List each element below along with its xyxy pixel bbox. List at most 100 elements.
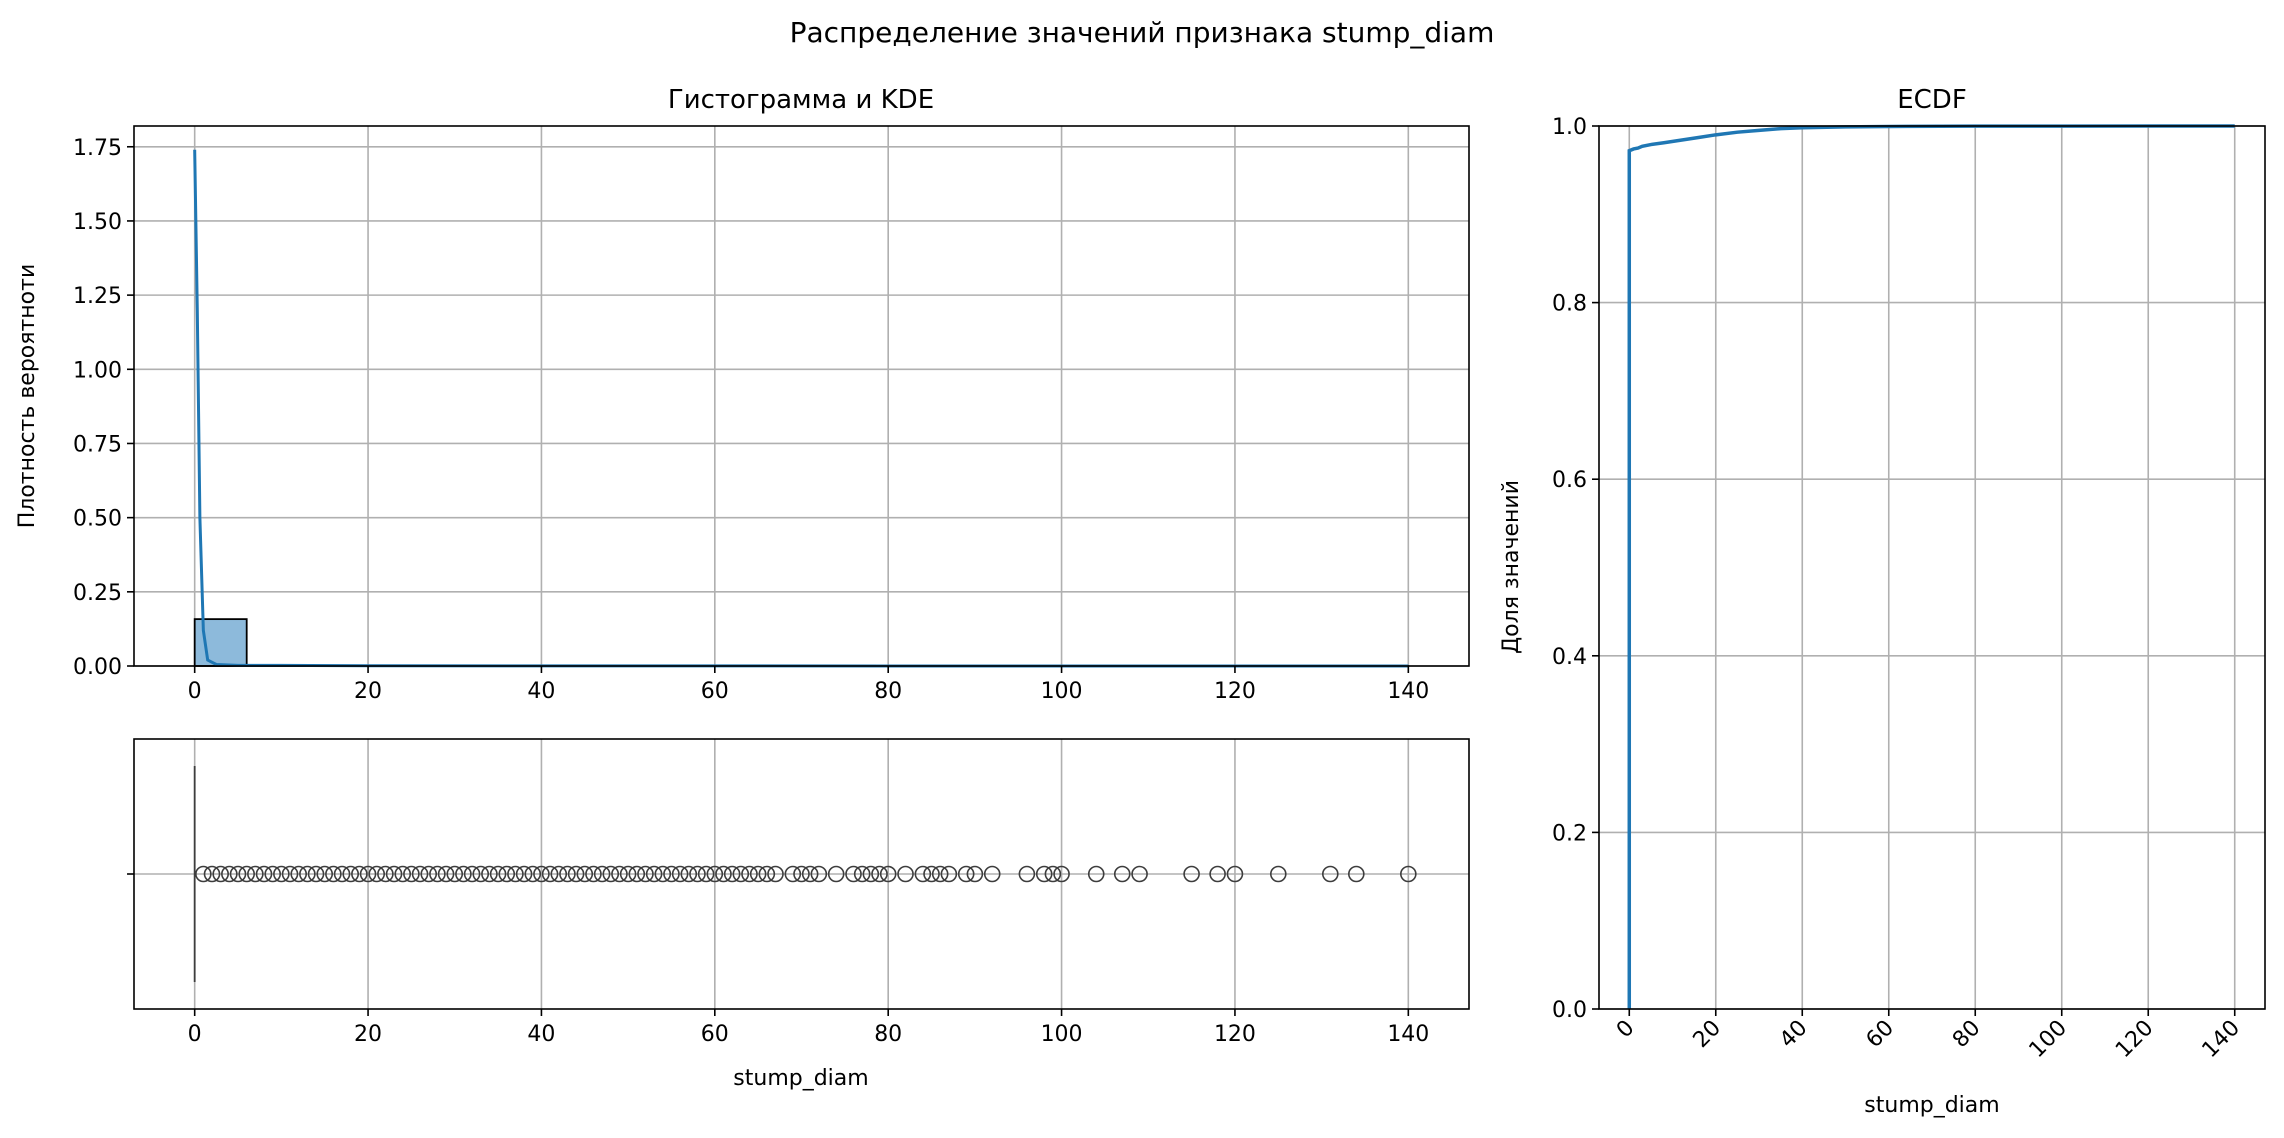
boxplot-outlier: [238, 865, 255, 883]
ecdf-y-ticks: 0.0 0.2 0.4 0.6 0.8 1.0: [1552, 115, 1599, 1023]
histogram-x-tick-label: 100: [1041, 679, 1083, 704]
boxplot-outlier: [827, 865, 845, 883]
boxplot-outlier: [1053, 865, 1070, 883]
boxplot-outlier: [1044, 865, 1062, 883]
histogram-y-tick-label: 0.50: [73, 507, 122, 532]
boxplot-outlier: [463, 865, 481, 883]
histogram-y-tick-label: 1.75: [73, 136, 122, 161]
boxplot-x-tick-label: 40: [527, 1022, 555, 1047]
boxplot-outlier: [1113, 865, 1131, 883]
histogram-y-tick-label: 0.25: [73, 581, 122, 606]
boxplot-outlier: [385, 865, 403, 883]
ecdf-y-tick-label: 1.0: [1552, 115, 1587, 140]
histogram-title: Гистограмма и KDE: [668, 85, 934, 115]
boxplot-outlier: [914, 865, 932, 883]
boxplot-outlier: [680, 865, 698, 883]
boxplot-outlier: [697, 865, 715, 883]
boxplot-outlier: [411, 865, 429, 883]
boxplot-outlier: [758, 865, 776, 883]
boxplot-outlier: [524, 865, 542, 883]
boxplot-outlier: [706, 865, 724, 883]
boxplot-outlier: [593, 865, 611, 883]
boxplot-outlier: [957, 865, 975, 883]
boxplot-outlier: [1131, 865, 1148, 883]
boxplot-outlier: [931, 865, 949, 883]
boxplot-outlier: [619, 865, 637, 883]
boxplot-outlier: [316, 865, 334, 883]
ecdf-x-tick-label: 120: [2111, 1016, 2158, 1063]
boxplot-x-tick-label: 100: [1041, 1022, 1083, 1047]
ecdf-x-tick-label: 40: [1775, 1016, 1812, 1053]
boxplot-x-tick-label: 0: [188, 1022, 202, 1047]
boxplot-outlier: [862, 865, 880, 883]
histogram-x-tick-label: 60: [701, 679, 729, 704]
boxplot-outlier: [559, 865, 576, 883]
boxplot-outlier: [1183, 865, 1200, 883]
ecdf-line: [1627, 124, 2235, 1009]
boxplot-outlier: [281, 865, 299, 883]
histogram-axes-frame: [133, 125, 1470, 667]
boxplot-outlier: [481, 865, 498, 883]
boxplot-outlier: [611, 865, 628, 883]
boxplot-outlier: [221, 865, 238, 883]
boxplot-panel: 0 20 40 60 80 100 120 140 stump_diam: [127, 738, 1470, 1091]
histogram-kde-panel: Гистограмма и KDE Плотность вероятноти 0…: [15, 85, 1470, 704]
boxplot-outlier: [845, 865, 862, 883]
boxplot-outlier: [229, 865, 247, 883]
boxplot-outlier: [1035, 865, 1053, 883]
boxplot-outlier: [723, 865, 741, 883]
histogram-y-tick-label: 1.25: [73, 284, 122, 309]
boxplot-outlier: [351, 865, 368, 883]
ecdf-y-tick-label: 0.2: [1552, 821, 1587, 846]
boxplot-outlier: [654, 865, 672, 883]
boxplot-outlier: [1018, 865, 1036, 883]
boxplot-outlier: [333, 865, 351, 883]
boxplot-x-ticks: 0 20 40 60 80 100 120 140: [188, 1009, 1429, 1047]
ecdf-axes-frame: [1598, 125, 2266, 1010]
boxplot-grid: [134, 739, 1469, 1009]
boxplot-outlier: [853, 865, 871, 883]
boxplot-outlier: [1321, 865, 1339, 883]
boxplot-outlier: [784, 865, 802, 883]
boxplot-outlier: [732, 865, 750, 883]
boxplot-xlabel: stump_diam: [733, 1066, 868, 1091]
boxplot-outlier: [342, 865, 360, 883]
histogram-y-tick-label: 0.00: [73, 655, 122, 680]
boxplot-outlier: [437, 865, 455, 883]
boxplot-outlier: [689, 865, 706, 883]
boxplot-outlier: [663, 865, 680, 883]
histogram-x-tick-label: 20: [354, 679, 382, 704]
boxplot-outlier: [264, 865, 282, 883]
ecdf-y-tick-label: 0.6: [1552, 468, 1587, 493]
boxplot-outlier: [966, 865, 984, 883]
boxplot-outlier: [255, 865, 273, 883]
ecdf-x-tick-label: 0: [1612, 1016, 1640, 1044]
boxplot-outlier: [359, 865, 377, 883]
boxplot-outlier: [602, 865, 620, 883]
boxplot-outlier: [195, 865, 212, 883]
boxplot-outlier: [879, 865, 897, 883]
boxplot-outlier: [749, 865, 767, 883]
histogram-x-tick-label: 0: [188, 679, 202, 704]
boxplot-outlier: [429, 865, 446, 883]
boxplot-outlier: [923, 865, 940, 883]
boxplot-outlier: [671, 865, 689, 883]
boxplot-outlier: [1348, 865, 1365, 883]
ecdf-title: ECDF: [1897, 85, 1967, 115]
boxplot-outlier: [1209, 865, 1226, 883]
boxplot-outlier: [871, 865, 888, 883]
boxplot-outlier: [247, 865, 264, 883]
boxplot-outlier: [533, 865, 550, 883]
boxplot-outliers: [195, 865, 1417, 883]
ecdf-x-ticks: 0 20 40 60 80 100 120 140: [1612, 1009, 2245, 1063]
histogram-bars: [193, 618, 1410, 667]
boxplot-outlier: [273, 865, 290, 883]
histogram-x-tick-label: 140: [1387, 679, 1429, 704]
histogram-x-tick-label: 40: [527, 679, 555, 704]
histogram-y-tick-label: 1.50: [73, 210, 122, 235]
boxplot-outlier: [767, 865, 784, 883]
boxplot-x-tick-label: 120: [1214, 1022, 1256, 1047]
boxplot-x-tick-label: 140: [1387, 1022, 1429, 1047]
ecdf-y-tick-label: 0.0: [1552, 998, 1587, 1023]
